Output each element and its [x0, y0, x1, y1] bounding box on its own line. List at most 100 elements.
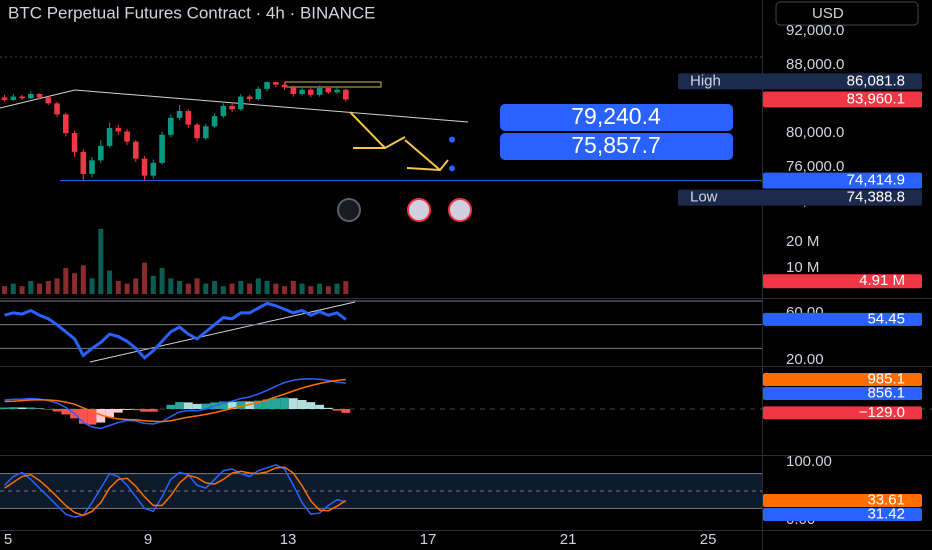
candle-body — [316, 88, 323, 95]
volume-bar — [212, 280, 218, 294]
y-tick-label: 76,000.0 — [786, 158, 844, 175]
indicator-line — [4, 377, 346, 430]
currency: USD — [812, 5, 844, 22]
price-badge — [763, 508, 922, 522]
volume-bar — [194, 278, 200, 294]
candle-body — [220, 105, 227, 117]
candle-body — [176, 111, 183, 118]
candle-body — [185, 111, 192, 125]
event-icon[interactable] — [337, 198, 361, 222]
badge-label: 33.61 — [867, 491, 905, 508]
badge-label: 856.1 — [867, 384, 905, 401]
arrow — [353, 136, 406, 149]
indicator-line — [4, 464, 346, 518]
volume-bar — [177, 280, 183, 294]
histogram-bar — [52, 409, 62, 412]
histogram-bar — [288, 398, 298, 410]
candle-body — [45, 97, 52, 104]
price-badge — [763, 274, 922, 289]
target-label: 79,240.4 — [571, 103, 661, 129]
histogram-bar — [271, 398, 281, 410]
y-tick-label: 92,000.0 — [786, 22, 844, 39]
annotations — [0, 81, 472, 363]
volume-bar — [264, 280, 270, 294]
candle-body — [80, 151, 87, 174]
candle-body — [246, 96, 253, 100]
candle-body — [203, 126, 209, 139]
badge-label: 74,414.9 — [847, 172, 905, 189]
candle-body — [150, 162, 157, 176]
histogram-bar — [105, 409, 114, 418]
histogram-bar — [17, 407, 27, 410]
volume-bar — [185, 283, 191, 294]
indicator-line — [4, 466, 347, 517]
volume-bar — [325, 286, 331, 294]
price-badge — [678, 189, 922, 206]
trendline — [0, 89, 76, 109]
histogram-bar — [341, 409, 351, 413]
x-tick-label: 5 — [4, 531, 12, 548]
badge-label: 54.45 — [867, 310, 905, 327]
volume-bar — [28, 280, 34, 294]
price-badge — [763, 91, 922, 108]
y-tick-label: 100.00 — [786, 453, 832, 470]
histogram-bar — [131, 409, 141, 411]
y-tick-label: 20 M — [786, 233, 819, 250]
volume-bar — [273, 283, 279, 294]
volume-bar — [159, 267, 165, 294]
histogram-bar — [297, 400, 307, 410]
histogram-bar — [253, 400, 263, 410]
target-dot — [449, 136, 455, 143]
volume-bar — [220, 286, 226, 294]
histogram-bar — [26, 407, 36, 410]
chart-title: BTC Perpetual Futures Contract · 4h · BI… — [8, 3, 376, 22]
x-tick-label: 25 — [700, 531, 717, 548]
event-icon[interactable] — [448, 198, 472, 222]
candle-body — [273, 82, 279, 85]
volume-bar — [89, 278, 95, 294]
x-tick-label: 17 — [420, 531, 437, 548]
candle-body — [63, 114, 69, 134]
volume-bar — [343, 281, 349, 294]
volume-bar — [299, 283, 305, 294]
price-badge — [763, 372, 922, 386]
candle-body — [343, 89, 349, 100]
histogram-bar — [166, 404, 176, 410]
volume-bar — [334, 283, 340, 294]
histogram-bar — [35, 408, 44, 410]
volume-bar — [133, 278, 139, 294]
arrow — [404, 139, 441, 171]
candle-body — [133, 141, 139, 159]
volume-bar — [247, 283, 253, 294]
candle-body — [290, 87, 297, 94]
volume-bar — [10, 283, 16, 294]
currency-box[interactable] — [775, 1, 919, 26]
target-box — [500, 104, 733, 131]
histogram-bar — [332, 409, 342, 411]
rsi-trendline — [89, 301, 356, 363]
target-box — [500, 133, 733, 160]
price-badge — [763, 406, 922, 420]
volume-bar — [203, 283, 209, 294]
candle-body — [194, 124, 200, 139]
volume-bar — [107, 270, 113, 294]
candle-body — [168, 117, 174, 135]
histogram-bar — [140, 409, 149, 412]
histogram-bar — [262, 399, 272, 410]
histogram-bar — [148, 409, 158, 412]
histogram-bar — [218, 401, 228, 410]
event-icon[interactable] — [407, 198, 431, 222]
volume-bar — [63, 267, 69, 294]
histogram-bar — [201, 403, 211, 410]
candle-body — [255, 88, 262, 100]
price-badge — [763, 312, 922, 326]
volume-bar — [124, 283, 130, 294]
histogram-bar — [8, 407, 18, 410]
histogram-bar — [175, 402, 184, 410]
candle-body — [124, 131, 130, 142]
volume-bar — [2, 286, 8, 294]
badge-label: 86,081.8 — [847, 72, 905, 89]
volume-bar — [142, 262, 148, 294]
candle-body — [211, 116, 218, 127]
candle-body — [325, 88, 332, 93]
